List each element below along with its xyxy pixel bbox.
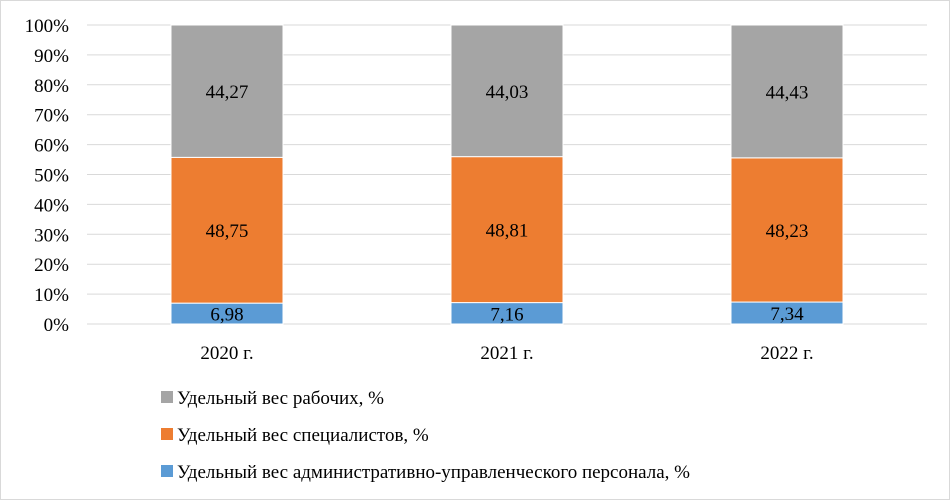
y-tick-label: 30% bbox=[34, 225, 69, 246]
bar-segment bbox=[170, 156, 284, 304]
data-label: 48,81 bbox=[486, 221, 529, 242]
bar-segment bbox=[730, 24, 844, 159]
legend-label: Удельный вес рабочих, % bbox=[177, 388, 384, 409]
x-axis: 2020 г. 2021 г. 2022 г. bbox=[200, 343, 813, 364]
y-axis: 0% 10% 20% 30% 40% 50% 60% 70% 80% 90% 100% bbox=[25, 16, 70, 336]
data-label: 44,27 bbox=[206, 82, 249, 103]
y-tick-label: 40% bbox=[34, 195, 69, 216]
y-tick-label: 90% bbox=[34, 46, 69, 67]
x-tick-label: 2021 г. bbox=[480, 343, 533, 364]
data-label: 48,75 bbox=[206, 221, 249, 242]
bar-segment bbox=[170, 24, 284, 158]
y-tick-label: 60% bbox=[34, 136, 69, 157]
data-label: 7,34 bbox=[770, 304, 804, 325]
x-tick-label: 2020 г. bbox=[200, 343, 253, 364]
y-tick-label: 20% bbox=[34, 255, 69, 276]
legend-swatch bbox=[161, 391, 173, 403]
x-tick-label: 2022 г. bbox=[760, 343, 813, 364]
data-label: 6,98 bbox=[210, 305, 243, 326]
bars: 6,98 48,75 44,27 7,16 48,81 44,03 7,34 48,23 44,… bbox=[170, 24, 844, 326]
y-tick-label: 0% bbox=[44, 315, 70, 336]
y-tick-label: 10% bbox=[34, 285, 69, 306]
y-tick-label: 70% bbox=[34, 106, 69, 127]
y-tick-label: 80% bbox=[34, 76, 69, 97]
y-tick-label: 50% bbox=[34, 166, 69, 187]
bar-segment bbox=[450, 156, 564, 304]
bar-segment bbox=[730, 157, 844, 303]
bar-segment bbox=[450, 24, 564, 158]
y-tick-label: 100% bbox=[25, 16, 70, 37]
legend-swatch bbox=[161, 465, 173, 477]
legend-label: Удельный вес специалистов, % bbox=[177, 425, 429, 446]
legend: Удельный вес рабочих, % Удельный вес спец… bbox=[161, 388, 690, 483]
data-label: 44,43 bbox=[766, 82, 809, 103]
data-label: 44,03 bbox=[486, 82, 529, 103]
data-label: 48,23 bbox=[766, 221, 809, 242]
legend-label: Удельный вес административно-управленчес… bbox=[177, 462, 690, 483]
legend-swatch bbox=[161, 428, 173, 440]
data-label: 7,16 bbox=[490, 304, 523, 325]
